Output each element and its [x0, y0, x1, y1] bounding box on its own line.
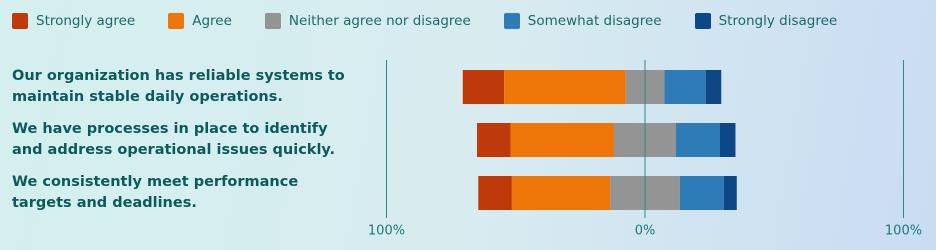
legend-label: Agree	[192, 13, 232, 29]
legend: Strongly agree Agree Neither agree nor dis…	[12, 13, 870, 29]
legend-swatch	[12, 13, 28, 29]
bar-segment	[504, 70, 626, 104]
bar-segment	[462, 70, 505, 104]
legend-item: Somewhat disagree	[503, 13, 662, 29]
legend-swatch	[503, 13, 520, 29]
legend-label: Strongly disagree	[718, 13, 838, 29]
legend-item: Neither agree nor disagree	[264, 13, 471, 29]
bar-segment	[478, 176, 512, 210]
x-tick-label: 100%	[885, 224, 922, 239]
legend-swatch	[694, 13, 711, 29]
category-label: We have processes in place to identify a…	[12, 121, 336, 158]
bar-segment	[705, 70, 722, 104]
legend-label: Somewhat disagree	[527, 13, 662, 29]
bar-segment	[723, 176, 737, 210]
bar-segment	[719, 123, 736, 157]
bar-segment	[676, 123, 720, 157]
category-label: Our organization has reliable systems to…	[12, 68, 345, 105]
legend-item: Agree	[168, 13, 232, 29]
x-tick-label: 0%	[635, 224, 656, 239]
legend-label: Neither agree nor disagree	[288, 13, 471, 29]
bar-segment	[511, 176, 611, 210]
legend-label: Strongly agree	[36, 13, 136, 29]
x-tick-label: 100%	[368, 224, 405, 239]
legend-swatch	[264, 13, 281, 29]
legend-swatch	[168, 13, 185, 29]
legend-item: Strongly disagree	[694, 13, 838, 29]
bar-segment	[664, 70, 706, 104]
bar-segment	[679, 176, 724, 210]
category-label: We consistently meet performance targets…	[12, 174, 299, 211]
bar-segment	[476, 123, 511, 157]
bar-segment	[510, 123, 614, 157]
legend-item: Strongly agree	[12, 13, 135, 29]
